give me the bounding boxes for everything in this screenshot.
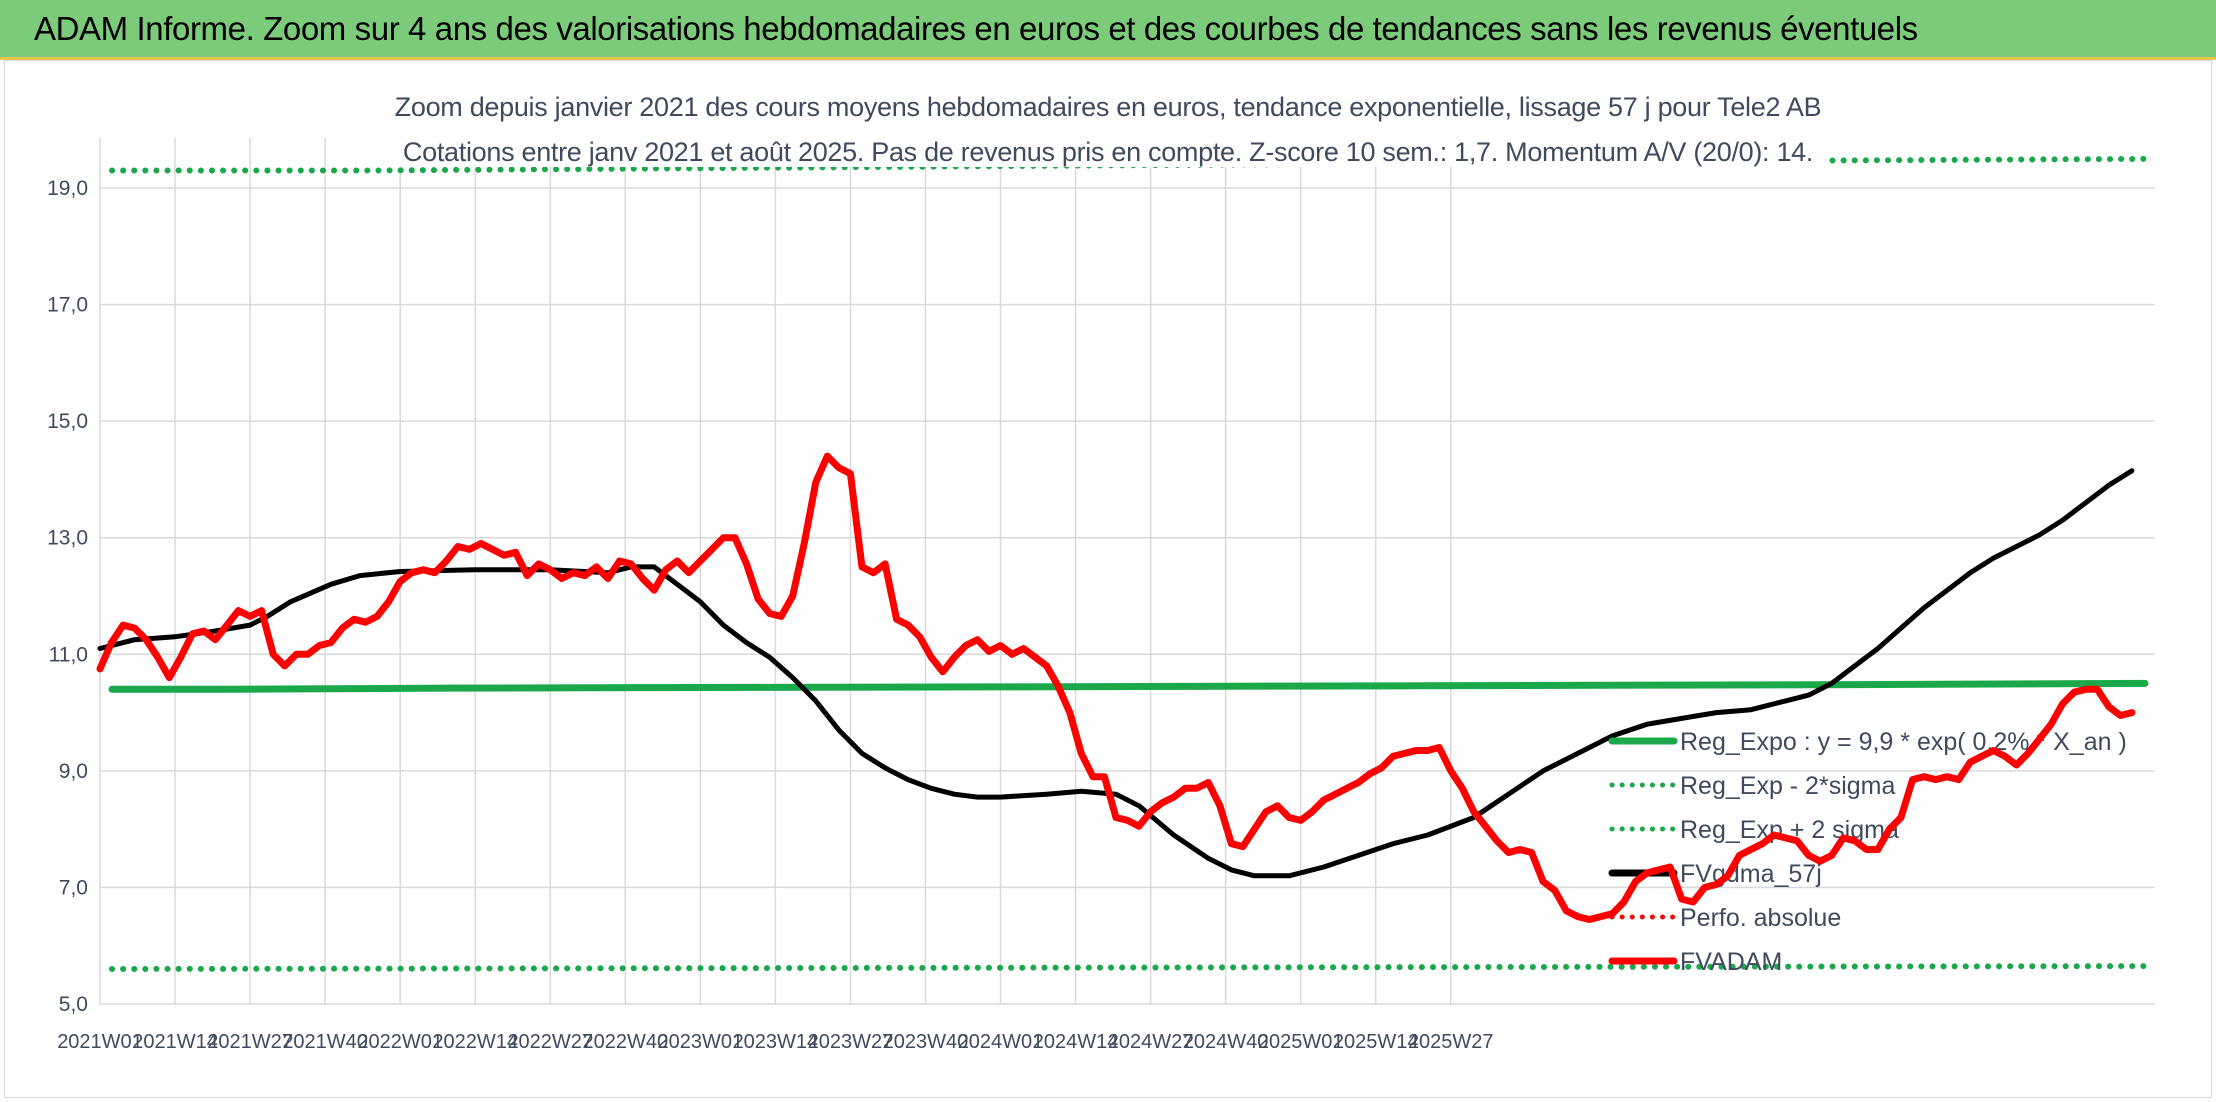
x-tick-label: 2025W01 bbox=[1258, 1031, 1344, 1053]
x-tick-label: 2024W40 bbox=[1183, 1031, 1269, 1053]
x-tick-label: 2023W14 bbox=[733, 1031, 819, 1053]
header-banner: ADAM Informe. Zoom sur 4 ans des valoris… bbox=[0, 0, 2216, 60]
x-tick-label: 2022W01 bbox=[357, 1031, 443, 1053]
x-tick-label: 2024W14 bbox=[1033, 1031, 1119, 1053]
y-tick-label: 19,0 bbox=[47, 177, 88, 200]
legend-label: FVgdma_57j bbox=[1680, 860, 1822, 888]
chart-title-line: Zoom depuis janvier 2021 des cours moyen… bbox=[0, 92, 2216, 123]
x-tick-label: 2021W40 bbox=[282, 1031, 368, 1053]
x-tick-label: 2021W14 bbox=[132, 1031, 218, 1053]
x-tick-label: 2025W27 bbox=[1408, 1031, 1494, 1053]
series-line-5 bbox=[96, 452, 2136, 923]
chart-subtitle-line: Cotations entre janv 2021 et août 2025. … bbox=[0, 137, 2216, 168]
y-tick-label: 7,0 bbox=[59, 876, 88, 899]
report-title: ADAM Informe. Zoom sur 4 ans des valoris… bbox=[34, 10, 1918, 47]
chart-title: Zoom depuis janvier 2021 des cours moyen… bbox=[382, 92, 1834, 122]
legend-label: FVADAM bbox=[1680, 948, 1782, 976]
x-tick-label: 2023W40 bbox=[883, 1031, 969, 1053]
x-tick-label: 2023W27 bbox=[808, 1031, 894, 1053]
legend-label: Reg_Exp - 2*sigma bbox=[1680, 772, 1895, 800]
y-tick-label: 13,0 bbox=[47, 527, 88, 550]
y-tick-label: 9,0 bbox=[59, 760, 88, 783]
x-tick-label: 2021W27 bbox=[207, 1031, 293, 1053]
x-tick-label: 2023W01 bbox=[658, 1031, 744, 1053]
x-tick-label: 2024W27 bbox=[1108, 1031, 1194, 1053]
series-line-1 bbox=[109, 963, 2148, 972]
legend-label: Reg_Expo : y = 9,9 * exp( 0,2% * X_an ) bbox=[1680, 728, 2127, 756]
x-tick-label: 2022W27 bbox=[507, 1031, 593, 1053]
chart-subtitle: Cotations entre janv 2021 et août 2025. … bbox=[390, 137, 1826, 167]
series-line-3 bbox=[97, 468, 2135, 879]
chart-frame bbox=[4, 60, 2212, 1098]
y-tick-label: 15,0 bbox=[47, 410, 88, 433]
x-tick-label: 2022W14 bbox=[432, 1031, 518, 1053]
legend-label: Perfo. absolue bbox=[1680, 904, 1841, 932]
y-tick-label: 17,0 bbox=[47, 294, 88, 317]
y-tick-label: 5,0 bbox=[59, 993, 88, 1016]
x-tick-label: 2022W40 bbox=[582, 1031, 668, 1053]
x-tick-label: 2025W14 bbox=[1333, 1031, 1419, 1053]
x-tick-label: 2021W01 bbox=[57, 1031, 143, 1053]
series-line-0 bbox=[108, 679, 2149, 693]
y-tick-label: 11,0 bbox=[49, 643, 88, 666]
x-tick-label: 2024W01 bbox=[958, 1031, 1044, 1053]
